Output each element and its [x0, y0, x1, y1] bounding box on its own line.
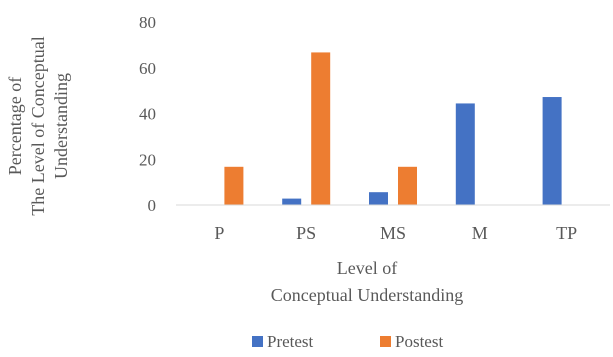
y-tick-labels: 0 20 40 60 80: [139, 13, 156, 215]
x-category-label: TP: [556, 223, 577, 243]
y-axis-title: Percentage of The Level of Conceptual Un…: [5, 36, 71, 215]
y-axis-title-line-3: Understanding: [51, 73, 71, 179]
y-tick-label: 80: [139, 13, 156, 32]
y-tick-label: 60: [139, 59, 156, 78]
plot-area: [224, 52, 562, 205]
bar-postest-ms: [398, 166, 417, 205]
bar-pretest-ms: [369, 192, 388, 205]
y-tick-label: 20: [139, 150, 156, 169]
x-category-label: M: [472, 223, 488, 243]
bar-postest-p: [224, 166, 244, 205]
x-category-label: P: [214, 223, 224, 243]
bar-pretest-tp: [542, 97, 562, 205]
bar-postest-ps: [311, 52, 331, 205]
x-axis-title-line-1: Level of: [337, 258, 397, 278]
y-tick-label: 40: [139, 105, 156, 124]
y-axis-title-line-1: Percentage of: [5, 77, 25, 175]
x-category-label: MS: [380, 223, 406, 243]
x-category-label: PS: [296, 223, 316, 243]
legend-label-pretest: Pretest: [267, 332, 314, 351]
legend: Pretest Postest: [252, 332, 443, 351]
legend-swatch-pretest: [252, 336, 263, 347]
y-tick-label: 0: [148, 196, 157, 215]
x-category-labels: P PS MS M TP: [214, 223, 577, 243]
bar-pretest-ps: [282, 198, 302, 205]
legend-label-postest: Postest: [395, 332, 443, 351]
x-axis-title: Level of Conceptual Understanding: [271, 258, 463, 305]
x-axis-title-line-2: Conceptual Understanding: [271, 285, 463, 305]
legend-swatch-postest: [380, 336, 391, 347]
bar-pretest-m: [455, 103, 475, 205]
y-axis-title-line-2: The Level of Conceptual: [28, 36, 48, 215]
